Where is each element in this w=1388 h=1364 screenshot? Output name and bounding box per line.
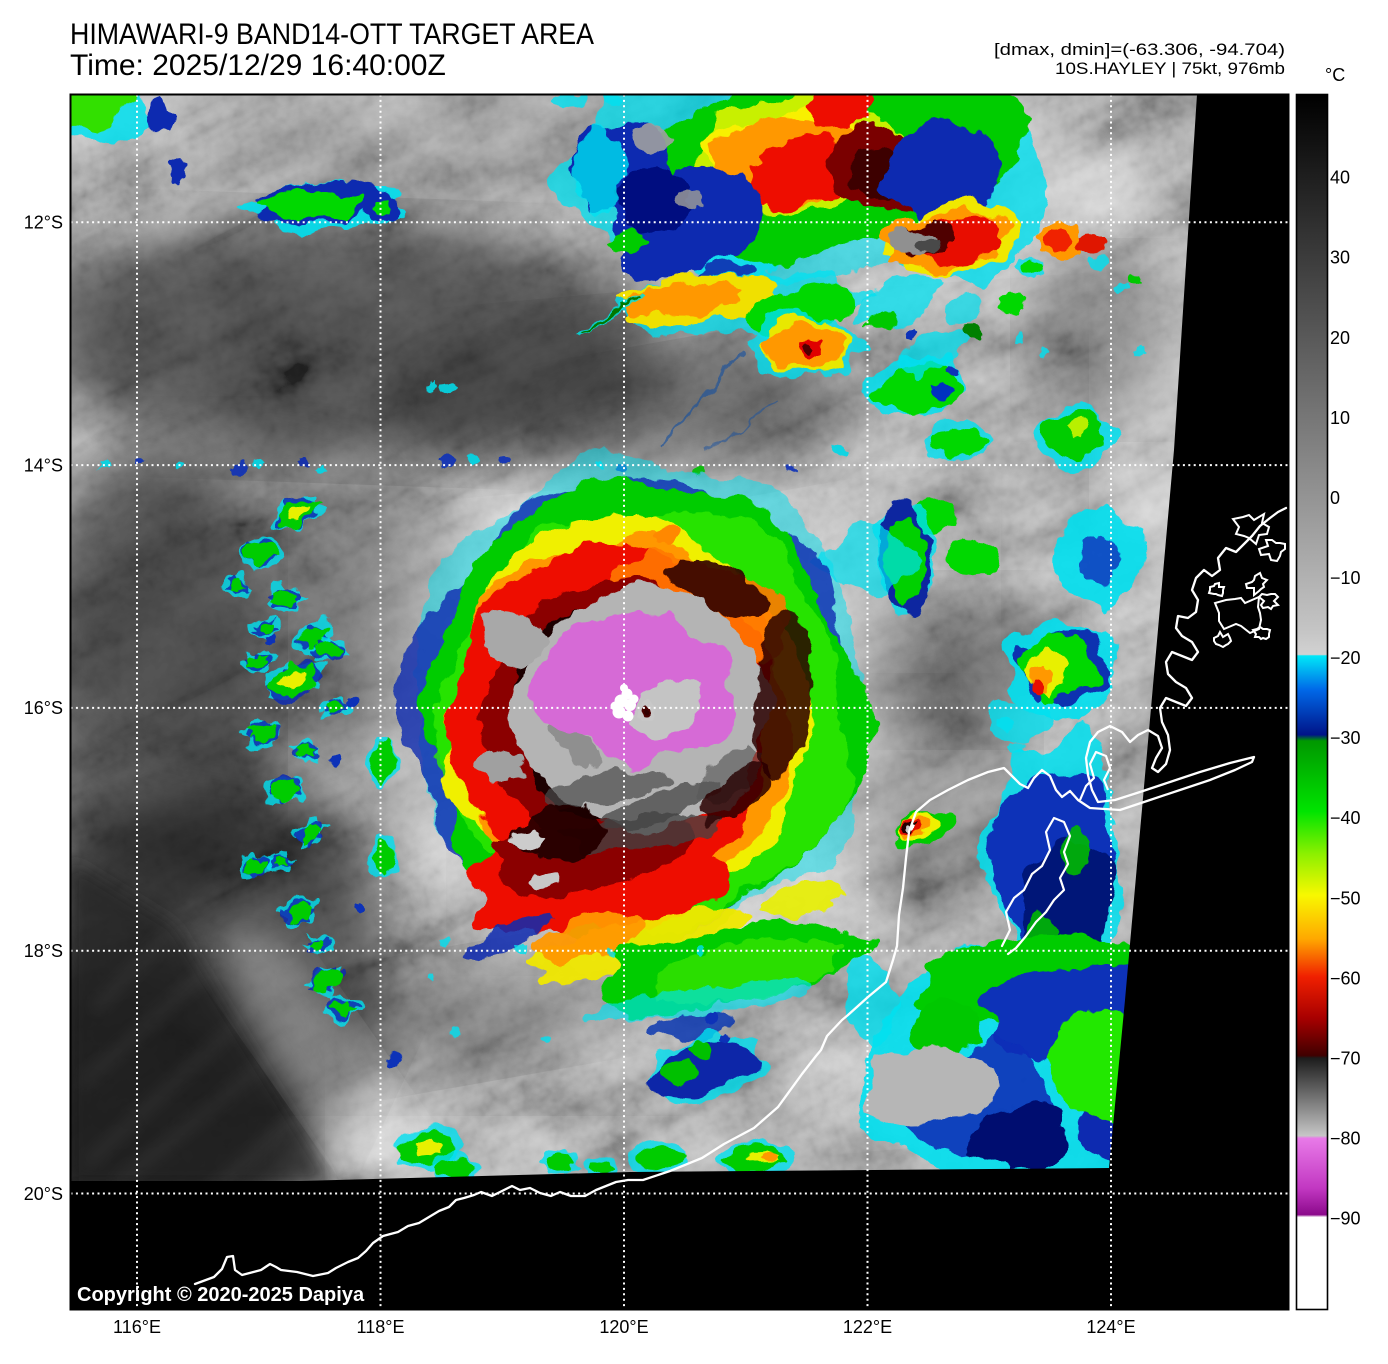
svg-text:120°E: 120°E [599,1317,648,1337]
svg-text:−60: −60 [1330,968,1361,988]
svg-text:10S.HAYLEY | 75kt, 976mb: 10S.HAYLEY | 75kt, 976mb [1055,60,1285,78]
svg-text:18°S: 18°S [24,941,63,961]
svg-text:12°S: 12°S [24,213,63,233]
svg-text:16°S: 16°S [24,698,63,718]
svg-text:14°S: 14°S [24,455,63,475]
svg-text:−10: −10 [1330,568,1361,588]
svg-text:−80: −80 [1330,1129,1361,1149]
svg-text:[dmax, dmin]=(-63.306, -94.704: [dmax, dmin]=(-63.306, -94.704) [994,41,1285,59]
svg-text:HIMAWARI-9 BAND14-OTT TARGET A: HIMAWARI-9 BAND14-OTT TARGET AREA [70,18,594,51]
svg-text:−30: −30 [1330,728,1361,748]
svg-text:0: 0 [1330,488,1340,508]
svg-text:Copyright © 2020-2025 Dapiya: Copyright © 2020-2025 Dapiya [77,1284,365,1306]
svg-text:−70: −70 [1330,1049,1361,1069]
svg-text:30: 30 [1330,248,1350,268]
svg-text:Time: 2025/12/29 16:40:00Z: Time: 2025/12/29 16:40:00Z [70,49,446,82]
svg-text:10: 10 [1330,408,1350,428]
svg-text:−50: −50 [1330,888,1361,908]
svg-text:20: 20 [1330,328,1350,348]
svg-text:122°E: 122°E [843,1317,892,1337]
svg-text:118°E: 118°E [357,1317,405,1337]
svg-text:20°S: 20°S [24,1184,63,1204]
svg-text:−20: −20 [1330,648,1361,668]
svg-text:−40: −40 [1330,808,1361,828]
svg-text:−90: −90 [1330,1209,1361,1229]
svg-text:40: 40 [1330,168,1350,188]
svg-text:116°E: 116°E [113,1317,161,1337]
svg-text:124°E: 124°E [1086,1317,1135,1337]
svg-text:°C: °C [1325,65,1345,85]
